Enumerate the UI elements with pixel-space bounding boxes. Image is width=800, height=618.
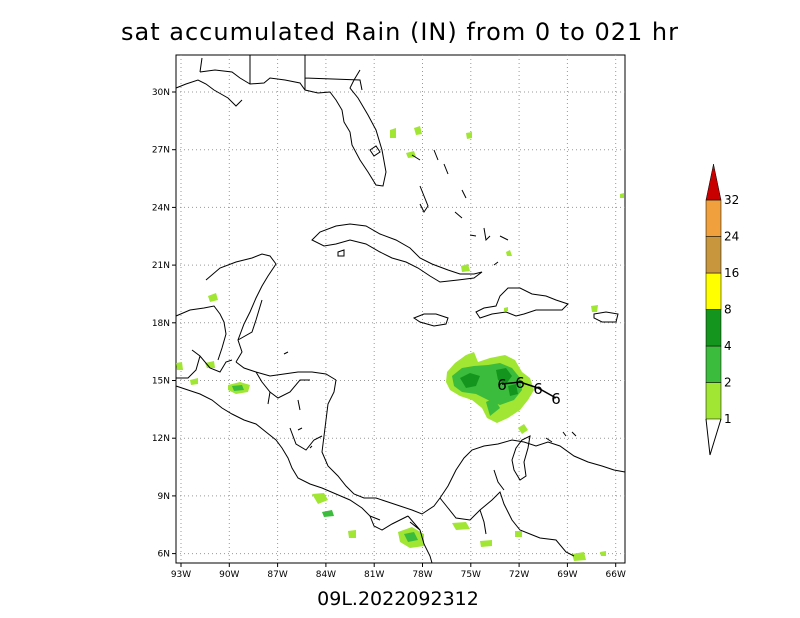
panama-colombia [407, 515, 433, 564]
lon-tick-label: 87W [267, 570, 287, 580]
lake-maracaibo [511, 435, 531, 481]
central-america-pacific [175, 385, 409, 531]
colorbar-label: 8 [724, 303, 732, 317]
colorbar-segment [705, 309, 722, 347]
colorbar-segment [705, 236, 722, 274]
lat-tick-label: 6N [158, 550, 170, 560]
rain-scattered [176, 126, 624, 561]
colorbar-lower-extension [705, 418, 722, 456]
lat-tick-label: 18N [152, 319, 170, 329]
storm-track-line [501, 381, 557, 399]
storm-track: 6 6 66 [497, 374, 561, 408]
colorbar-segment [705, 272, 722, 310]
yucatan [205, 253, 277, 363]
lon-tick-label: 75W [461, 570, 481, 580]
colorbar-label: 1 [724, 412, 732, 426]
cuba [311, 223, 483, 283]
bahamas [411, 149, 509, 266]
lon-tick-label: 72W [509, 570, 529, 580]
texas-coast [175, 79, 243, 107]
land-borders [176, 349, 575, 557]
storm-symbol: 6 [497, 376, 507, 394]
hispaniola [475, 287, 569, 319]
storm-symbol: 6 [515, 374, 525, 392]
lon-tick-label: 90W [219, 570, 239, 580]
lon-tick-label: 69W [557, 570, 577, 580]
colorbar-label: 2 [724, 376, 732, 390]
lon-tick-label: 78W [412, 570, 432, 580]
storm-symbol: 6 [551, 390, 561, 408]
rain-swaths [176, 126, 624, 561]
lat-tick-label: 21N [152, 261, 170, 271]
colorbar-label: 4 [724, 339, 732, 353]
map-frame [175, 54, 626, 564]
lat-tick-label: 30N [152, 88, 170, 98]
colorbar-upper-extension [705, 163, 722, 201]
lon-tick-label: 93W [171, 570, 191, 580]
lat-tick-label: 24N [152, 203, 170, 213]
lake-okeechobee [369, 145, 381, 157]
central-america-north [175, 299, 263, 361]
gulf-coast-us [199, 69, 387, 187]
small-islands [283, 351, 577, 449]
lat-tick-label: 12N [152, 434, 170, 444]
central-america-caribbean [321, 379, 626, 515]
grid-lines [176, 55, 625, 563]
lat-tick-label: 27N [152, 146, 170, 156]
lon-tick-label: 84W [316, 570, 336, 580]
jamaica [412, 313, 449, 327]
us-border-line [199, 55, 363, 91]
honduras-coast [235, 361, 337, 381]
colorbar-label: 32 [724, 193, 739, 207]
lon-tick-label: 81W [364, 570, 384, 580]
storm-symbol: 6 [533, 380, 543, 398]
colorbar-segment [705, 199, 722, 237]
colorbar-label: 16 [724, 266, 739, 280]
colorbar-segment [705, 345, 722, 383]
storm-id-label: 09L.2022092312 [317, 588, 479, 610]
colorbar-segment [705, 382, 722, 420]
colorbar-label: 24 [724, 230, 739, 244]
map-title: sat accumulated Rain (IN) from 0 to 021 … [121, 18, 679, 46]
lon-tick-label: 66W [606, 570, 626, 580]
isle-of-youth [337, 249, 345, 257]
puerto-rico [593, 311, 619, 323]
rain-main-swath [446, 352, 534, 434]
coastlines [175, 55, 626, 564]
lat-tick-label: 15N [152, 377, 170, 387]
lat-tick-label: 9N [158, 492, 170, 502]
